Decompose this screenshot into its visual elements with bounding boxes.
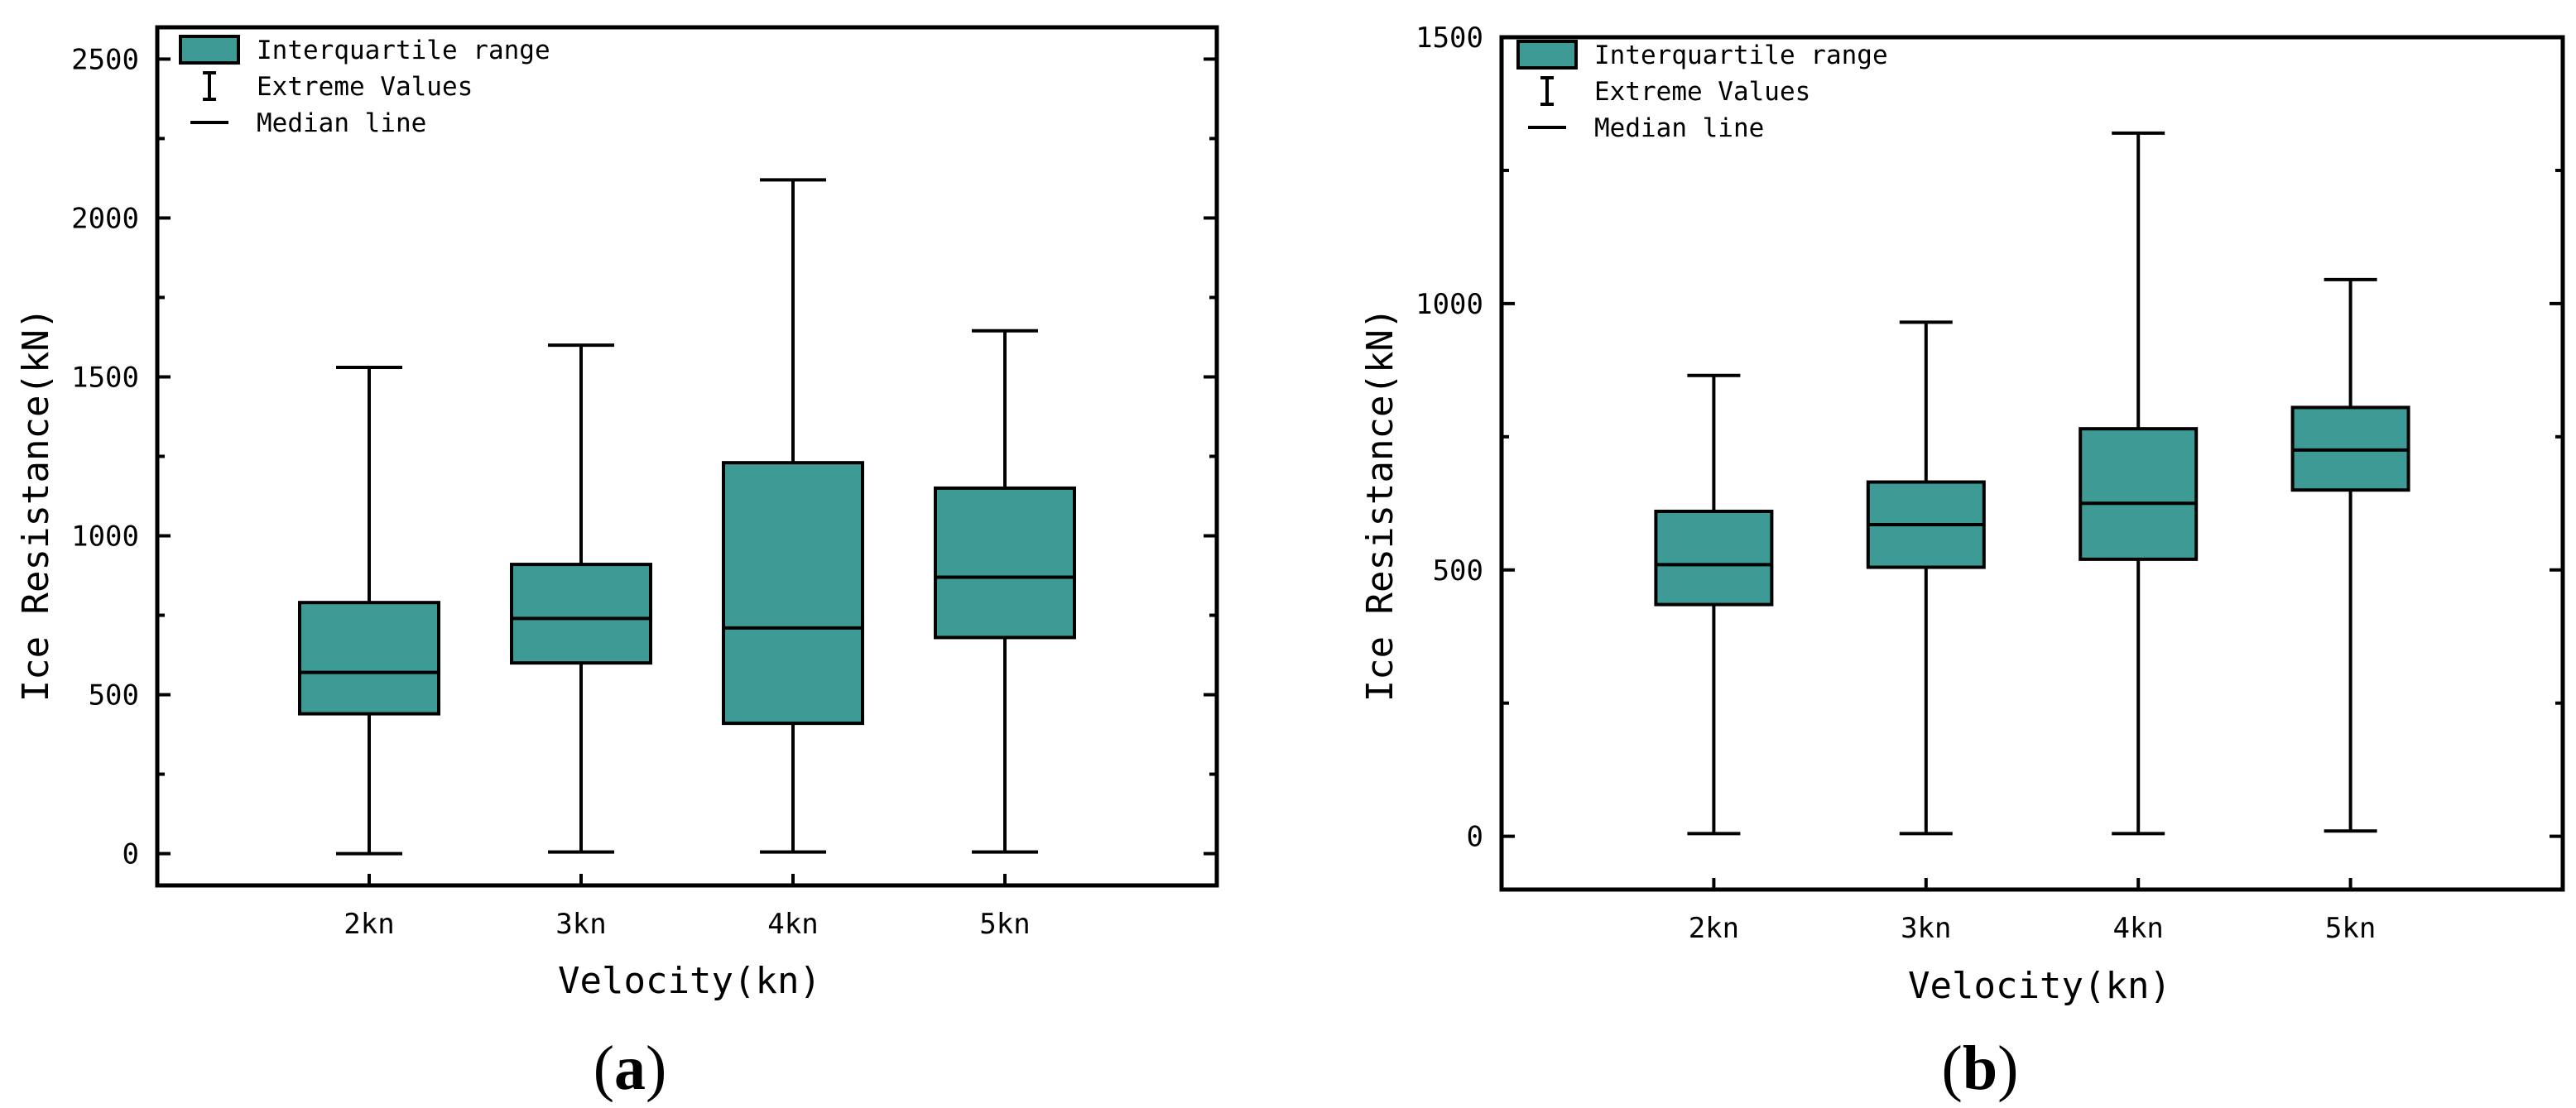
iqr-box <box>722 461 864 726</box>
chart-b-ylabel: Ice Resistance(kN) <box>1359 308 1401 703</box>
x-tick-label: 4kn <box>2112 912 2163 945</box>
y-tick-label: 1000 <box>71 520 139 554</box>
legend-swatch-iqr <box>179 35 240 65</box>
x-tick-label: 5kn <box>979 908 1030 941</box>
iqr-box <box>2079 427 2199 561</box>
chart-a-xlabel: Velocity(kn) <box>558 960 821 1002</box>
plot-frame <box>155 25 1219 888</box>
legend-label: Median line <box>257 108 426 138</box>
legend-label: Extreme Values <box>257 72 473 102</box>
y-tick-label: 2500 <box>71 43 139 76</box>
y-tick-label: 1000 <box>1415 288 1483 321</box>
plot-frame <box>1499 35 2565 892</box>
chart-a: Ice Resistance(kN) Velocity(kn) (a) 0 500… <box>15 25 1219 1103</box>
iqr-box <box>934 486 1076 640</box>
x-tick-label: 2kn <box>1689 912 1739 945</box>
chart-b: Ice Resistance(kN) Velocity(kn) (b) 0 500… <box>1359 22 2565 1103</box>
y-tick-label: 2000 <box>71 202 139 235</box>
legend-label: Extreme Values <box>1594 77 1810 107</box>
x-tick-label: 3kn <box>555 908 606 941</box>
iqr-box <box>510 563 652 665</box>
y-tick-label: 0 <box>1467 821 1483 854</box>
iqr-box <box>1654 509 1774 607</box>
y-tick-label: 500 <box>89 679 139 712</box>
x-tick-label: 4kn <box>767 908 818 941</box>
iqr-box <box>298 601 440 716</box>
legend-label: Interquartile range <box>257 36 550 65</box>
legend-label: Median line <box>1594 113 1764 143</box>
x-tick-label: 5kn <box>2325 912 2376 945</box>
y-tick-label: 1500 <box>1415 22 1483 55</box>
y-tick-label: 1500 <box>71 361 139 394</box>
x-tick-label: 3kn <box>1901 912 1951 945</box>
legend-swatch-iqr <box>1516 40 1578 70</box>
y-tick-label: 500 <box>1433 554 1483 588</box>
chart-a-panel-label: (a) <box>594 1034 667 1103</box>
y-tick-label: 0 <box>123 838 139 871</box>
x-tick-label: 2kn <box>344 908 394 941</box>
chart-b-panel-label: (b) <box>1942 1034 2019 1103</box>
legend-label: Interquartile range <box>1594 41 1888 70</box>
chart-b-xlabel: Velocity(kn) <box>1908 965 2171 1007</box>
chart-a-ylabel: Ice Resistance(kN) <box>15 308 57 703</box>
